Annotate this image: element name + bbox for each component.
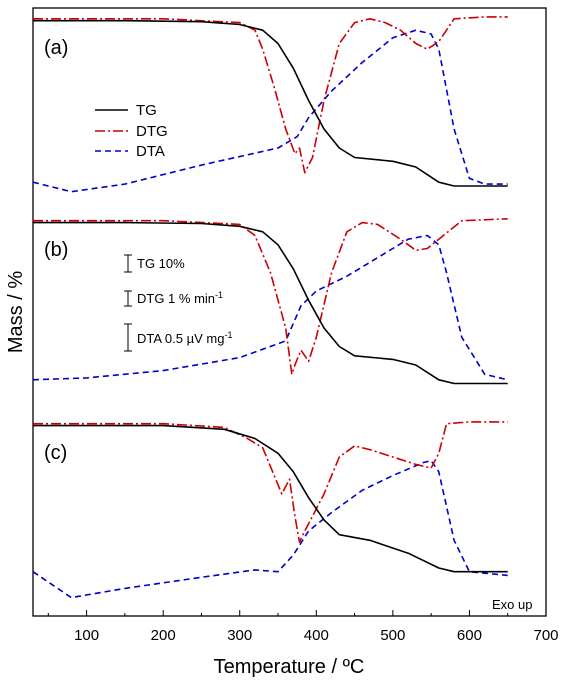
plot-frame xyxy=(32,7,547,617)
legend-label-dta: DTA xyxy=(136,143,165,160)
x-tick-label: 600 xyxy=(457,627,482,644)
x-axis-title: Temperature / ºC xyxy=(214,656,365,678)
x-axis-ticks: 100 200 300 400 500 600 700 xyxy=(47,610,559,644)
x-tick-label: 100 xyxy=(74,627,99,644)
scale-label-dta: DTA 0.5 µV mg-1 xyxy=(137,330,232,346)
panel-label-b: (b) xyxy=(44,239,68,261)
scale-label-tg: TG 10% xyxy=(137,256,185,271)
panel-a-dta-curve xyxy=(32,29,508,193)
panel-label-a: (a) xyxy=(44,37,68,59)
legend-label-tg: TG xyxy=(136,102,157,119)
series-layer xyxy=(32,16,508,599)
panel-b-dtg-curve xyxy=(33,218,508,376)
panel-c-tg-curve xyxy=(33,424,508,573)
x-tick-label: 400 xyxy=(304,627,329,644)
panel-c-dtg-curve xyxy=(33,421,508,543)
legend-label-dtg: DTG xyxy=(136,123,168,140)
panel-a-dtg-curve xyxy=(33,16,508,174)
x-tick-label: 500 xyxy=(380,627,405,644)
x-tick-label: 200 xyxy=(151,627,176,644)
scale-label-dtg: DTG 1 % min-1 xyxy=(137,290,223,306)
panel-b-dta-curve xyxy=(32,234,508,381)
panel-c-dta-curve xyxy=(32,459,508,599)
legend: TG DTG DTA xyxy=(95,102,168,160)
scale-bar-dta: DTA 0.5 µV mg-1 xyxy=(124,323,232,352)
scale-bar-dtg: DTG 1 % min-1 xyxy=(124,290,223,307)
x-tick-label: 300 xyxy=(227,627,252,644)
exo-up-annotation: Exo up xyxy=(492,597,532,612)
x-tick-label: 700 xyxy=(533,627,558,644)
y-axis-title: Mass / % xyxy=(5,271,27,353)
scale-bars: TG 10% DTG 1 % min-1 DTA 0.5 µV mg-1 xyxy=(124,254,232,352)
scale-bar-tg: TG 10% xyxy=(124,254,185,273)
panel-label-c: (c) xyxy=(44,442,67,464)
panel-b-tg-curve xyxy=(33,221,508,385)
panel-a-tg-curve xyxy=(33,19,508,187)
